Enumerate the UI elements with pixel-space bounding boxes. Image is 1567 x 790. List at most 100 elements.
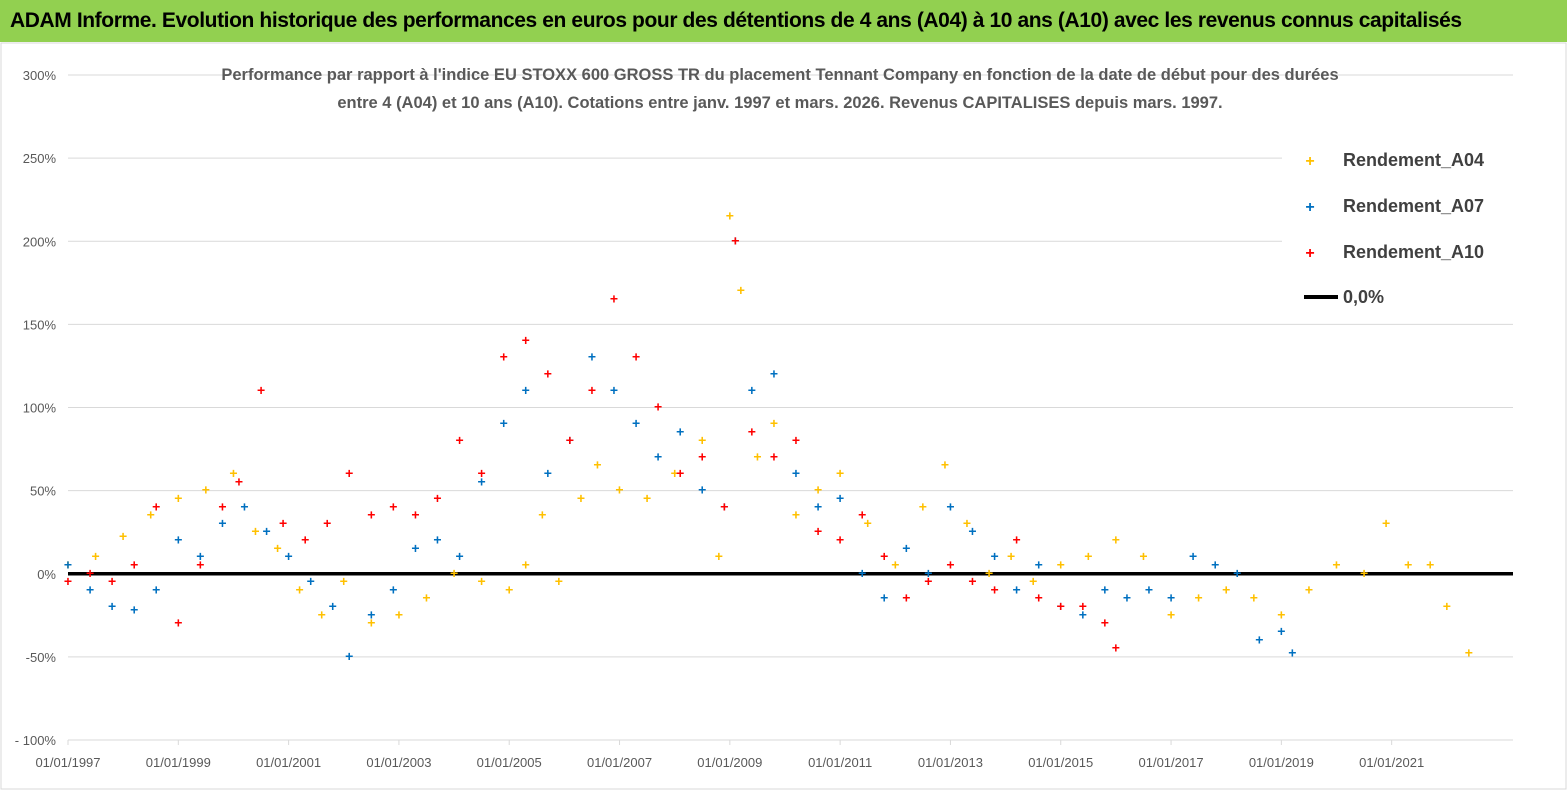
y-tick-label: 250% bbox=[23, 151, 57, 166]
data-point-a10: + bbox=[610, 290, 618, 306]
data-point-a10: + bbox=[86, 565, 94, 581]
data-point-a10: + bbox=[676, 465, 684, 481]
x-tick-label: 01/01/1999 bbox=[146, 755, 211, 770]
chart-title-line-2: entre 4 (A04) et 10 ans (A10). Cotations… bbox=[337, 94, 1222, 112]
data-point-a07: + bbox=[924, 565, 932, 581]
x-tick-label: 01/01/2019 bbox=[1249, 755, 1314, 770]
y-tick-label: 200% bbox=[23, 234, 57, 249]
data-point-a04: + bbox=[478, 573, 486, 589]
data-point-a07: + bbox=[455, 548, 463, 564]
y-tick-label: 0% bbox=[37, 567, 56, 582]
data-point-a04: + bbox=[919, 498, 927, 514]
data-point-a10: + bbox=[196, 556, 204, 572]
data-point-a04: + bbox=[814, 482, 822, 498]
data-point-a10: + bbox=[235, 473, 243, 489]
data-point-a10: + bbox=[902, 590, 910, 606]
data-point-a07: + bbox=[500, 415, 508, 431]
data-point-a07: + bbox=[389, 581, 397, 597]
data-point-a04: + bbox=[505, 581, 513, 597]
data-point-a07: + bbox=[748, 382, 756, 398]
data-point-a10: + bbox=[990, 581, 998, 597]
data-point-a10: + bbox=[522, 332, 530, 348]
y-tick-label: 50% bbox=[30, 484, 56, 499]
legend-marker-a07: + bbox=[1305, 199, 1314, 216]
data-point-a10: + bbox=[301, 532, 309, 548]
data-point-a07: + bbox=[64, 556, 72, 572]
data-point-a10: + bbox=[770, 448, 778, 464]
y-tick-label: - 100% bbox=[15, 733, 57, 748]
data-point-a07: + bbox=[262, 523, 270, 539]
data-point-a10: + bbox=[924, 573, 932, 589]
data-point-a04: + bbox=[615, 482, 623, 498]
data-point-a07: + bbox=[858, 565, 866, 581]
data-point-a07: + bbox=[345, 648, 353, 664]
data-point-a07: + bbox=[367, 606, 375, 622]
data-point-a10: + bbox=[64, 573, 72, 589]
data-point-a04: + bbox=[1195, 590, 1203, 606]
data-point-a04: + bbox=[273, 540, 281, 556]
data-point-a07: + bbox=[108, 598, 116, 614]
data-point-a10: + bbox=[858, 507, 866, 523]
data-point-a10: + bbox=[411, 507, 419, 523]
data-point-a04: + bbox=[1382, 515, 1390, 531]
data-point-a07: + bbox=[1013, 581, 1021, 597]
data-point-a07: + bbox=[731, 232, 739, 248]
data-point-a04: + bbox=[963, 515, 971, 531]
data-point-a04: + bbox=[1029, 573, 1037, 589]
data-point-a07: + bbox=[433, 532, 441, 548]
data-point-a07: + bbox=[968, 523, 976, 539]
data-points: + + + + + + + + + + + + + + + + + + + + + + + + + + + + + + + + + + + + + + + +… bbox=[64, 207, 1473, 664]
data-point-a04: + bbox=[1057, 556, 1065, 572]
data-point-a04: + bbox=[1277, 606, 1285, 622]
data-point-a04: + bbox=[538, 507, 546, 523]
data-point-a07: + bbox=[720, 498, 728, 514]
data-point-a07: + bbox=[990, 548, 998, 564]
data-point-a07: + bbox=[836, 490, 844, 506]
y-tick-label: 100% bbox=[23, 401, 57, 416]
data-point-a04: + bbox=[836, 465, 844, 481]
data-point-a07: + bbox=[411, 540, 419, 556]
data-point-a04: + bbox=[318, 606, 326, 622]
chart-legend: + Rendement_A04 + Rendement_A07 + Rendem… bbox=[1282, 138, 1514, 321]
y-tick-label: -50% bbox=[26, 650, 57, 665]
data-point-a07: + bbox=[329, 598, 337, 614]
data-point-a07: + bbox=[1277, 623, 1285, 639]
data-point-a07: + bbox=[1288, 645, 1296, 661]
data-point-a04: + bbox=[577, 490, 585, 506]
series-rendement_a04: + + + + + + + + + + + + + + + + + + + + + + + + + + + + + + + + + + + + + + + +… bbox=[64, 207, 1473, 660]
data-point-a10: + bbox=[1112, 640, 1120, 656]
data-point-a04: + bbox=[147, 507, 155, 523]
data-point-a07: + bbox=[1057, 598, 1065, 614]
data-point-a04: + bbox=[91, 548, 99, 564]
data-point-a04: + bbox=[1139, 548, 1147, 564]
chart-title-line-1: Performance par rapport à l'indice EU ST… bbox=[221, 66, 1338, 84]
data-point-a10: + bbox=[455, 432, 463, 448]
data-point-a07: + bbox=[522, 382, 530, 398]
data-point-a04: + bbox=[1167, 606, 1175, 622]
data-point-a10: + bbox=[632, 349, 640, 365]
data-point-a04: + bbox=[1443, 598, 1451, 614]
data-point-a10: + bbox=[654, 399, 662, 415]
data-point-a10: + bbox=[731, 232, 739, 248]
data-point-a10: + bbox=[588, 382, 596, 398]
data-point-a10: + bbox=[1101, 615, 1109, 631]
data-point-a04: + bbox=[671, 465, 679, 481]
data-point-a07: + bbox=[566, 432, 574, 448]
x-tick-label: 01/01/2005 bbox=[477, 755, 542, 770]
data-point-a07: + bbox=[632, 415, 640, 431]
data-point-a07: + bbox=[1211, 556, 1219, 572]
data-point-a04: + bbox=[726, 207, 734, 223]
data-point-a04: + bbox=[864, 515, 872, 531]
data-point-a04: + bbox=[340, 573, 348, 589]
data-point-a04: + bbox=[1404, 556, 1412, 572]
series-rendement_a07: + + + + + + + + + + + + + + + + + + + + + + + + + + + + + + + + + + + + + + + +… bbox=[64, 232, 1297, 664]
data-point-a07: + bbox=[1233, 565, 1241, 581]
y-tick-label: 150% bbox=[23, 317, 57, 332]
data-point-a07: + bbox=[946, 498, 954, 514]
data-point-a10: + bbox=[566, 432, 574, 448]
data-point-a10: + bbox=[389, 498, 397, 514]
data-point-a10: + bbox=[279, 515, 287, 531]
data-point-a04: + bbox=[395, 606, 403, 622]
legend-label-a10: Rendement_A10 bbox=[1343, 242, 1484, 262]
legend-box bbox=[1282, 138, 1514, 321]
